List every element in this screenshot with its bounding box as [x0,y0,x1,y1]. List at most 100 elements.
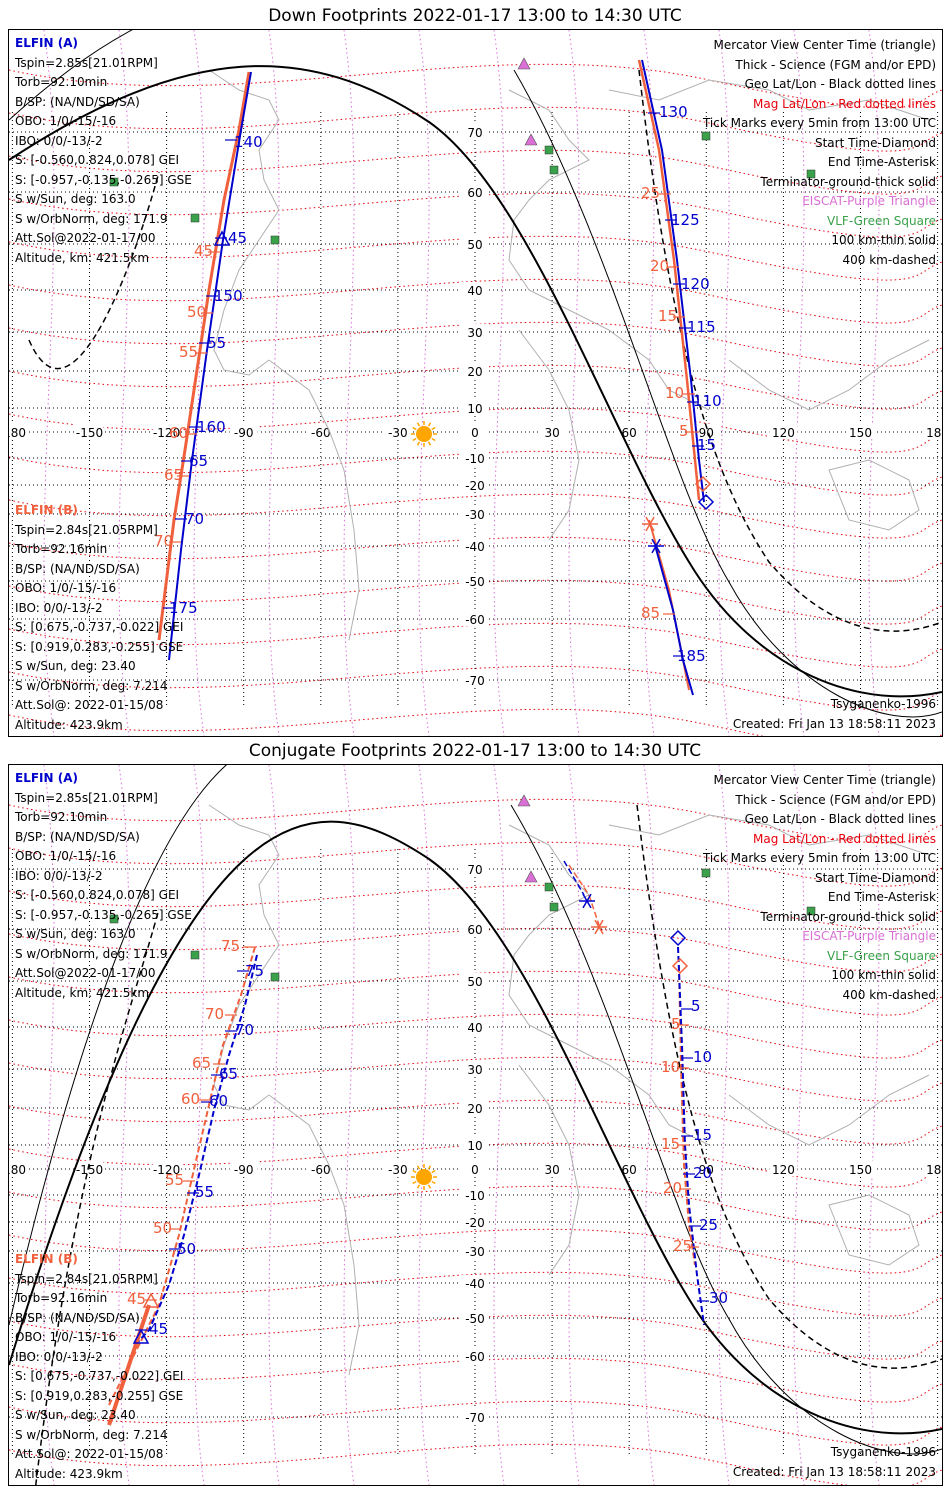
lat-tick-label: -30 [465,508,485,522]
sun-ray [416,1165,421,1170]
lon-tick-label: 60 [622,426,637,440]
elfin-b-tick-label: 15 [661,1135,680,1153]
elfin-b-tick-label: 75 [221,937,240,955]
elfin-a-tick-label: 55 [195,1183,214,1201]
lat-tick-label: -40 [465,1277,485,1291]
vlf-square [806,169,816,179]
lat-tick-label: -20 [465,1216,485,1230]
axis-label-bg [461,400,489,415]
axis-label-bg [461,363,489,378]
lat-tick-label: -10 [465,452,485,466]
elfin-a-track [641,59,705,503]
elfin-b-tick-label: 65 [192,1054,211,1072]
elfin-b-tick-label: 60 [169,424,188,442]
axis-label-bg [461,973,489,988]
axis-label-bg [923,1161,942,1176]
lat-tick-label: 70 [467,126,482,140]
sun-ray [416,1184,421,1189]
elfin-a-line: Torb=92.10min [15,75,108,89]
elfin-a-line: S w/OrbNorm, deg: 171.9 [15,211,168,226]
elfin-b-tick-label: 10 [661,1058,680,1076]
mag-lat-line [9,321,942,367]
lat-tick-label: -70 [465,1411,485,1425]
legend-item: Tick Marks every 5min from 13:00 UTC [702,116,936,130]
elfin-b-tick-label: 70 [205,1005,224,1023]
lat-tick-label: 50 [467,975,482,989]
sun-ray [431,1180,436,1185]
legend-item: End Time-Asterisk [827,155,936,169]
axis-label-bg [306,1161,335,1176]
lat-tick-label: -30 [465,1245,485,1259]
lon-tick-label: -90 [234,1163,254,1177]
axis-label-bg [461,1214,489,1229]
axis-label-bg [75,424,104,439]
eiscat-triangle [517,57,531,70]
axis-label-bg [461,921,489,936]
elfin-b-track [637,59,701,501]
end-asterisk [591,919,607,935]
mag-lon-line [193,30,205,736]
mag-lon-line [418,765,430,1485]
model-name: Tsyganenko-1996 [830,1445,936,1459]
coastline [728,1074,930,1146]
elfin-a-line: Torb=92.10min [15,810,108,824]
coastline [268,359,360,641]
elfin-b-line: S: [0.675,-0.737,-0.022] GEI [15,620,184,634]
elfin-b-track [568,864,600,926]
mag-lat-line [9,536,942,582]
elfin-b-track [678,964,696,1266]
coastline [828,459,920,531]
axis-label-bg [538,424,567,439]
legend-item: Geo Lat/Lon - Black dotted lines [744,812,936,826]
axis-label-bg [769,424,798,439]
lat-tick-label: 40 [467,1021,482,1035]
elfin-a-tick-label: 125 [671,211,700,229]
elfin-b-tick-label: 25 [673,1237,692,1255]
elfin-b-track [157,71,251,641]
axis-label-bg [461,611,489,626]
sun-icon [416,426,432,442]
mag-lon-line [643,765,655,1485]
elfin-a-tick-label: 60 [209,1092,228,1110]
elfin-b-header: ELFIN (B) [15,503,78,517]
view-center-triangle [213,230,231,246]
axis-label-bg [229,1161,258,1176]
mag-lat-line [9,1099,942,1145]
mag-lon-line [568,765,580,1485]
axis-label-bg [461,573,489,588]
elfin-a-tick-label: 30 [709,1289,728,1307]
coastline [268,1094,360,1376]
terminator-100km-line [9,30,942,718]
lon-tick-label: -150 [76,426,103,440]
vlf-square [701,131,711,141]
lon-tick-label: -120 [153,1163,180,1177]
vlf-square [549,165,559,175]
elfin-b-tick-label: 50 [153,1219,172,1237]
elfin-b-line: Att.Sol@: 2022-01-15/08 [15,698,164,712]
lat-tick-label: 70 [467,863,482,877]
lon-tick-label: -60 [311,1163,331,1177]
vlf-square [270,972,280,982]
sun-ray [416,422,421,427]
mag-lat-line [9,884,942,930]
mag-lat-line [9,149,942,195]
axis-label-bg [461,861,489,876]
view-center-triangle [132,1328,150,1344]
elfin-a-tick-label: 45 [149,1320,168,1338]
lon-tick-label: 120 [772,426,795,440]
axis-label-bg [769,1161,798,1176]
legend-item: EISCAT-Purple Triangle [802,929,936,943]
legend-item: 400 km-dashed [842,252,936,267]
mag-lon-line [868,765,880,1485]
elfin-a-tick-label: 185 [677,647,706,665]
elfin-a-tick-label: 110 [693,392,722,410]
elfin-a-tick-label: 175 [169,599,198,617]
coastline [608,814,930,856]
elfin-b-header: ELFIN (B) [15,1252,78,1266]
elfin-a-info: ELFIN (A) Tspin=2.85s[21.01RPM] Torb=92.… [15,34,192,268]
mag-lat-line [9,235,942,281]
mag-lat-line [9,493,942,539]
coastline [728,339,930,411]
axis-label-bg [461,1348,489,1363]
axis-label-bg [461,1019,489,1034]
